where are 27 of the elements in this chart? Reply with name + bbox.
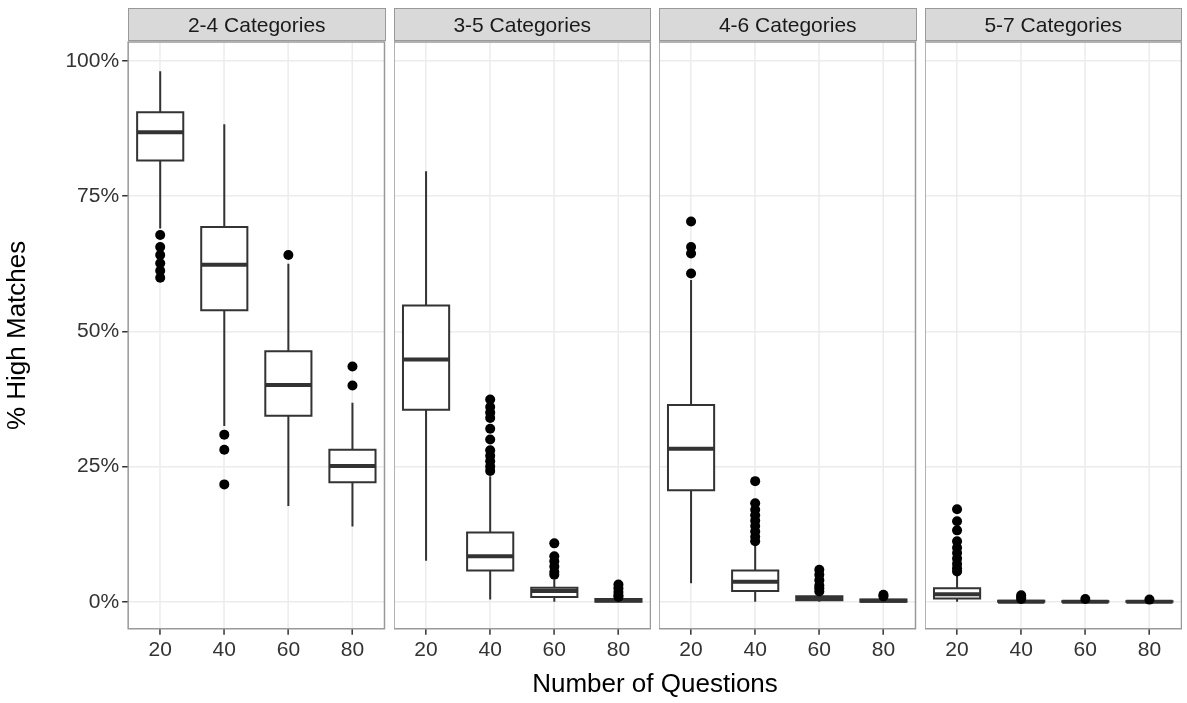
x-tick-label: 60 [276, 637, 301, 661]
chart-title: 2-4 Categories [128, 8, 386, 41]
x-axis-title: Number of Questions [531, 668, 779, 699]
x-tick-label: 80 [871, 637, 896, 661]
x-tick-label: 80 [1137, 637, 1161, 661]
x-tick-label: 40 [1008, 637, 1033, 661]
x-tick-label: 20 [413, 637, 438, 661]
x-tick-label: 40 [743, 637, 767, 661]
x-tick-label: 60 [542, 637, 566, 661]
y-tick-label: 50% [77, 318, 120, 342]
x-tick-label: 60 [1073, 637, 1097, 661]
chart-title: 5-7 Categories [924, 8, 1182, 41]
x-tick-label: 80 [606, 637, 630, 661]
y-tick-label: 100% [65, 47, 120, 71]
y-axis-title: % High Matches [0, 240, 31, 430]
y-tick-label: 75% [77, 182, 120, 206]
x-tick-label: 20 [679, 637, 703, 661]
chart-title: 4-6 Categories [659, 8, 917, 41]
chart-title: 3-5 Categories [393, 8, 651, 41]
x-tick-label: 40 [212, 637, 236, 661]
x-tick-label: 20 [148, 637, 172, 661]
x-tick-label: 60 [807, 637, 832, 661]
y-tick-label: 0% [88, 588, 120, 612]
x-tick-label: 40 [477, 637, 502, 661]
y-tick-label: 25% [77, 453, 120, 477]
x-tick-label: 80 [340, 637, 365, 661]
x-tick-label: 20 [944, 637, 969, 661]
